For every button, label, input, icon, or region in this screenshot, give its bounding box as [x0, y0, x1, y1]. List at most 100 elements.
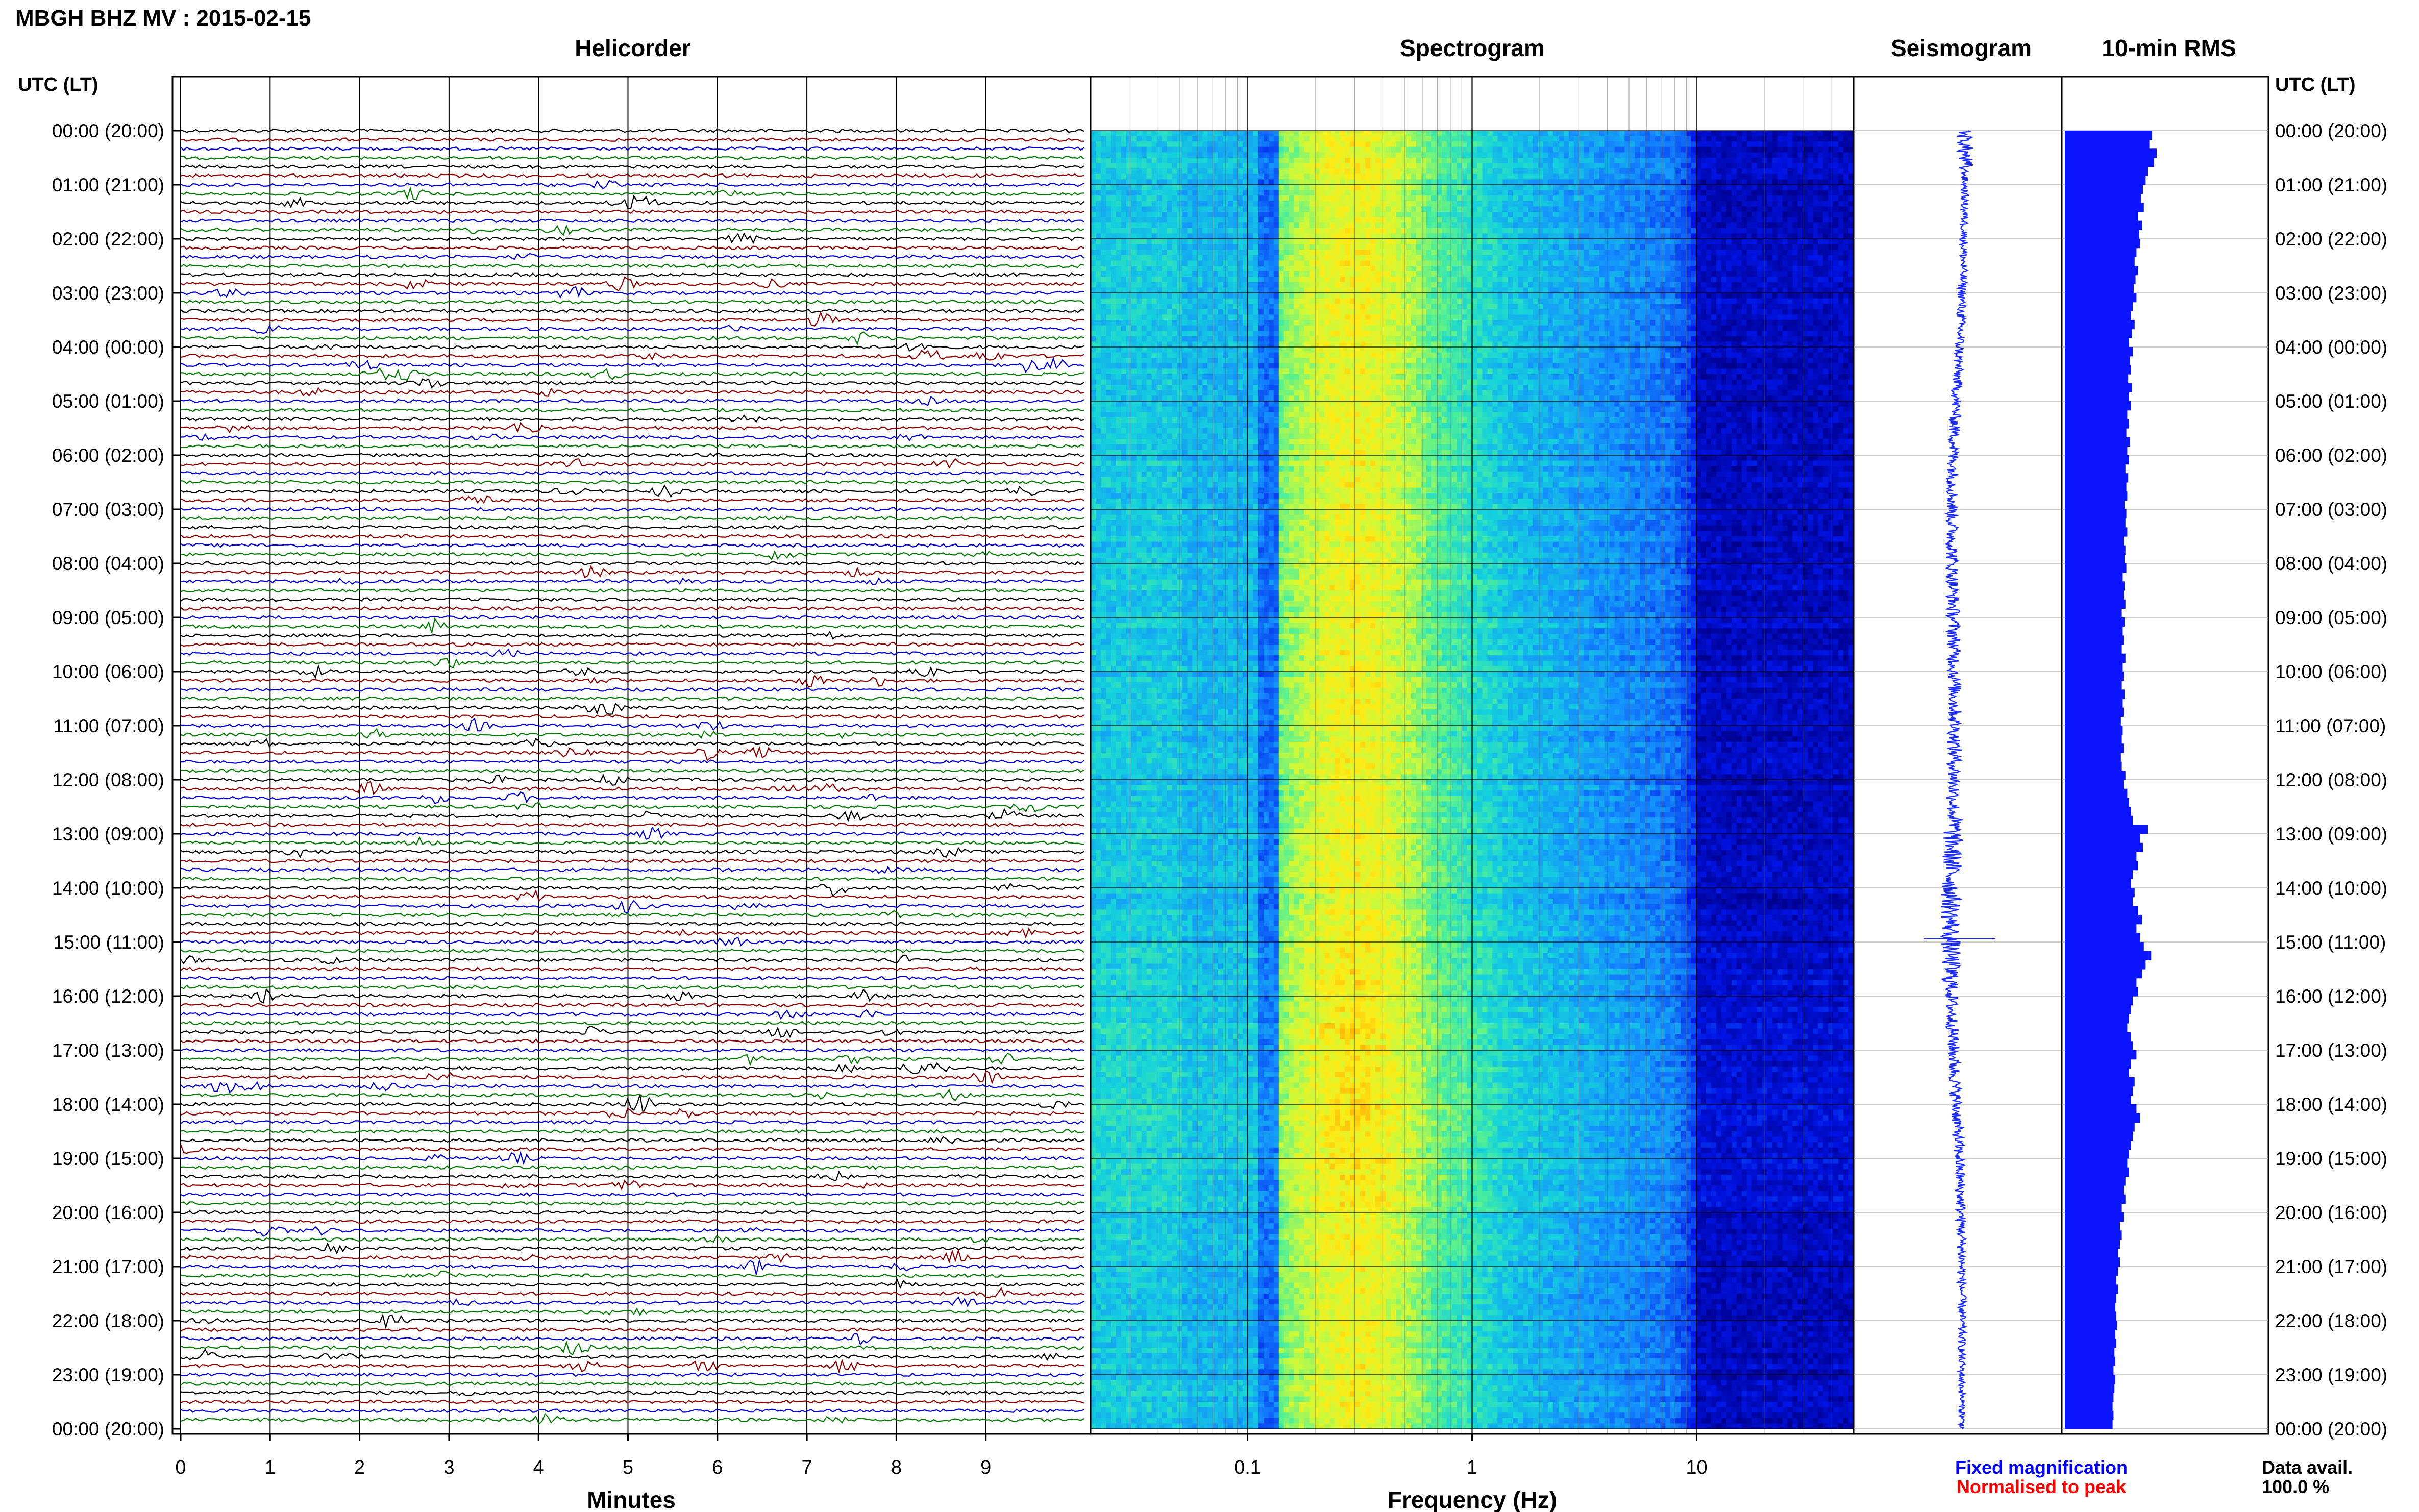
- spectrogram-cell: [1615, 174, 1620, 180]
- spectrogram-cell: [1778, 163, 1783, 169]
- spectrogram-cell: [1599, 163, 1605, 169]
- spectrogram-cell: [1355, 217, 1361, 223]
- spectrogram-cell: [1101, 131, 1106, 136]
- spectrogram-cell: [1197, 190, 1203, 196]
- spectrogram-cell: [1172, 174, 1178, 180]
- spectrogram-cell: [1818, 131, 1823, 136]
- spectrogram-cell: [1574, 185, 1579, 190]
- spectrogram-cell: [1742, 206, 1747, 212]
- helicorder-trace: [181, 877, 1084, 880]
- spectrogram-cell: [1401, 174, 1406, 180]
- spectrogram-cell: [1518, 185, 1523, 190]
- spectrogram-cell: [1447, 168, 1452, 174]
- spectrogram-cell: [1752, 141, 1758, 147]
- spectrogram-cell: [1299, 141, 1305, 147]
- spectrogram-cell: [1594, 147, 1600, 153]
- spectrogram-cell: [1411, 163, 1417, 169]
- spectrogram-cell: [1431, 190, 1437, 196]
- spectrogram-cell: [1167, 147, 1173, 153]
- spectrogram-cell: [1538, 141, 1544, 147]
- spectrogram-cell: [1172, 212, 1178, 217]
- spectrogram-cell: [1681, 185, 1686, 190]
- spectrogram-cell: [1599, 195, 1605, 201]
- spectrogram-cell: [1797, 168, 1803, 174]
- spectrogram-cell: [1157, 174, 1163, 180]
- spectrogram-cell: [1655, 174, 1661, 180]
- spectrogram-cell: [1406, 147, 1412, 153]
- spectrogram-cell: [1584, 131, 1590, 136]
- spectrogram-cell: [1269, 190, 1274, 196]
- spectrogram-cell: [1462, 168, 1468, 174]
- spectrogram-cell: [1207, 195, 1213, 201]
- spectrogram-cell: [1726, 158, 1732, 163]
- spectrogram-cell: [1345, 190, 1350, 196]
- spectrogram-cell: [1732, 131, 1737, 136]
- spectrogram-cell: [1238, 136, 1244, 142]
- spectrogram-cell: [1335, 147, 1340, 153]
- spectrogram-cell: [1106, 195, 1112, 201]
- spectrogram-cell: [1472, 222, 1478, 228]
- helicorder-trace: [181, 697, 1084, 700]
- spectrogram-cell: [1610, 212, 1615, 217]
- spectrogram-cell: [1264, 222, 1269, 228]
- spectrogram-cell: [1482, 141, 1488, 147]
- spectrogram-cell: [1167, 201, 1173, 207]
- time-axis-label-left: UTC (LT): [18, 74, 98, 95]
- spectrogram-cell: [1335, 201, 1340, 207]
- spectrogram-cell: [1492, 217, 1498, 223]
- spectrogram-cell: [1101, 147, 1106, 153]
- spectrogram-cell: [1279, 141, 1285, 147]
- spectrogram-cell: [1553, 217, 1559, 223]
- spectrogram-cell: [1447, 174, 1452, 180]
- spectrogram-cell: [1645, 190, 1650, 196]
- spectrogram-cell: [1406, 217, 1412, 223]
- spectrogram-cell: [1426, 201, 1432, 207]
- spectrogram-cell: [1513, 147, 1518, 153]
- spectrogram-cell: [1808, 201, 1813, 207]
- spectrogram-cell: [1721, 174, 1727, 180]
- spectrogram-cell: [1579, 152, 1585, 158]
- spectrogram-cell: [1732, 206, 1737, 212]
- spectrogram-cell: [1645, 141, 1650, 147]
- spectrogram-cell: [1767, 190, 1773, 196]
- spectrogram-cell: [1497, 222, 1503, 228]
- spectrogram-cell: [1360, 131, 1366, 136]
- spectrogram-cell: [1426, 152, 1432, 158]
- spectrogram-cell: [1218, 190, 1223, 196]
- spectrogram-cell: [1513, 206, 1518, 212]
- spectrogram-cell: [1538, 168, 1544, 174]
- spectrogram-cell: [1660, 152, 1666, 158]
- spectrogram-cell: [1772, 185, 1778, 190]
- spectrogram-cell: [1787, 141, 1793, 147]
- spectrogram-cell: [1121, 174, 1127, 180]
- spectrogram-cell: [1279, 158, 1285, 163]
- spectrogram-cell: [1126, 158, 1132, 163]
- spectrogram-cell: [1187, 147, 1193, 153]
- spectrogram-cell: [1248, 190, 1254, 196]
- spectrogram-cell: [1411, 147, 1417, 153]
- spectrogram-cell: [1706, 152, 1712, 158]
- spectrogram-cell: [1258, 174, 1264, 180]
- spectrogram-cell: [1213, 222, 1218, 228]
- spectrogram-cell: [1675, 217, 1681, 223]
- helicorder-trace: [181, 867, 1084, 873]
- spectrogram-cell: [1299, 152, 1305, 158]
- spectrogram-cell: [1787, 190, 1793, 196]
- spectrogram-cell: [1101, 206, 1106, 212]
- spectrogram-cell: [1142, 168, 1147, 174]
- spectrogram-cell: [1335, 206, 1340, 212]
- spectrogram-cell: [1772, 174, 1778, 180]
- spectrogram-cell: [1757, 158, 1763, 163]
- spectrogram-cell: [1792, 136, 1798, 142]
- spectrogram-cell: [1442, 185, 1447, 190]
- spectrogram-cell: [1167, 190, 1173, 196]
- spectrogram-cell: [1269, 212, 1274, 217]
- spectrogram-cell: [1264, 168, 1269, 174]
- spectrogram-cell: [1406, 131, 1412, 136]
- spectrogram-cell: [1213, 195, 1218, 201]
- spectrogram-cell: [1569, 190, 1574, 196]
- spectrogram-cell: [1106, 222, 1112, 228]
- spectrogram-cell: [1329, 195, 1335, 201]
- spectrogram-cell: [1340, 190, 1345, 196]
- spectrogram-cell: [1391, 174, 1396, 180]
